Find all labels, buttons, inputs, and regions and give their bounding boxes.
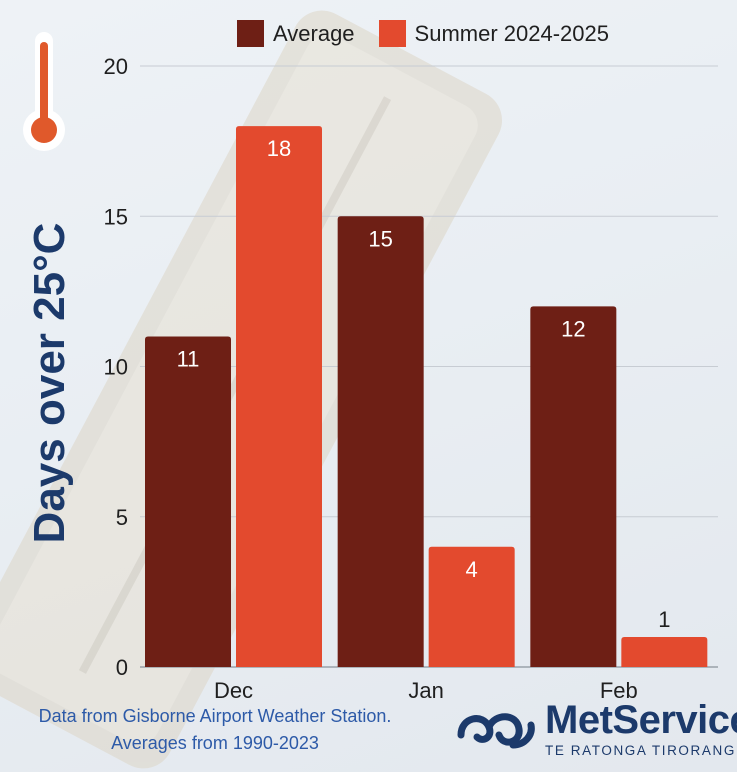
data-label: 1: [658, 607, 670, 632]
thermometer-icon: [23, 32, 65, 151]
legend-swatch-average: [237, 20, 264, 47]
legend-swatch-summer: [378, 20, 406, 47]
chart-legend: Average Summer 2024-2025: [237, 20, 633, 47]
brand-tagline: TE RATONGA TIRORANGI: [545, 743, 737, 758]
bar-summer-2024-2025-feb: [621, 636, 708, 667]
y-tick-label: 15: [104, 204, 128, 229]
data-label: 18: [267, 136, 291, 161]
y-tick-label: 10: [104, 355, 128, 380]
bar-summer-2024-2025-jan: [428, 546, 515, 667]
y-tick-label: 0: [116, 655, 128, 680]
legend-item-average: Average: [237, 20, 355, 47]
bar-average-feb: [530, 306, 617, 667]
data-label: 11: [177, 346, 200, 371]
data-label: 15: [368, 226, 392, 251]
metservice-logo: MetService TE RATONGA TIRORANGI: [455, 700, 737, 758]
x-tick-label: Dec: [214, 678, 253, 703]
legend-item-summer: Summer 2024-2025: [378, 20, 609, 47]
legend-label-summer: Summer 2024-2025: [414, 20, 609, 46]
data-label: 12: [561, 316, 585, 341]
bar-summer-2024-2025-dec: [236, 126, 322, 668]
data-label: 4: [466, 557, 478, 582]
brand-name: MetService: [545, 698, 737, 742]
y-tick-label: 20: [104, 54, 128, 79]
legend-label-average: Average: [273, 20, 355, 46]
bar-average-dec: [145, 336, 231, 667]
metservice-logo-icon: [457, 713, 535, 749]
source-note: Data from Gisborne Airport Weather Stati…: [38, 706, 392, 753]
bar-average-jan: [337, 216, 424, 667]
x-tick-label: Feb: [600, 678, 638, 703]
x-tick-label: Jan: [408, 678, 443, 703]
y-tick-label: 5: [116, 505, 128, 530]
